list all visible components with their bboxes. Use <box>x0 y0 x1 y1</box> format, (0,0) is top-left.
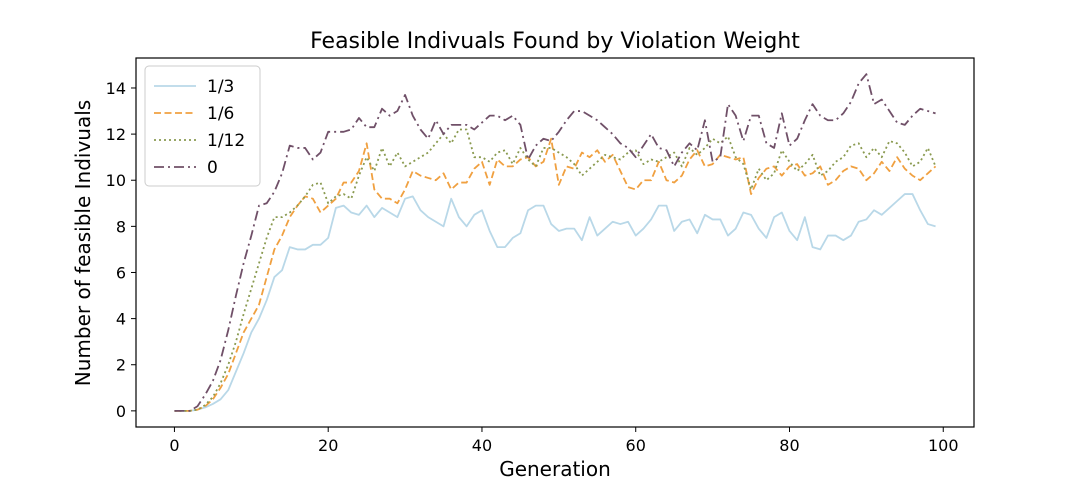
x-tick-label: 20 <box>318 436 338 455</box>
series-line-1-12 <box>174 128 937 412</box>
legend-items: 1/3 1/6 1/12 0 <box>154 77 245 178</box>
y-tick-label: 14 <box>106 79 126 98</box>
y-tick-label: 10 <box>106 171 126 190</box>
x-tick-label: 80 <box>779 436 799 455</box>
legend-label: 1/3 <box>207 77 234 97</box>
y-tick-label: 12 <box>106 125 126 144</box>
y-axis-ticks: 0 2 4 6 8 10 12 14 <box>106 79 136 421</box>
series-line-1-3 <box>174 193 936 412</box>
y-tick-label: 8 <box>116 217 126 236</box>
legend-label: 1/12 <box>207 131 245 151</box>
series-line-1-6 <box>174 137 937 412</box>
x-tick-label: 60 <box>626 436 646 455</box>
x-tick-label: 0 <box>169 436 179 455</box>
x-axis-ticks: 0 20 40 60 80 100 <box>169 427 959 455</box>
y-tick-label: 2 <box>116 356 126 375</box>
legend-box <box>144 65 261 187</box>
chart-title: Feasible Indivuals Found by Violation We… <box>310 29 800 54</box>
series-line-0 <box>174 73 936 412</box>
y-tick-label: 0 <box>116 402 126 421</box>
plot-frame <box>135 57 975 428</box>
y-tick-label: 6 <box>116 263 126 282</box>
x-tick-label: 100 <box>928 436 959 455</box>
x-tick-label: 40 <box>472 436 492 455</box>
legend-label: 1/6 <box>207 104 234 124</box>
series-layer <box>174 73 937 412</box>
y-axis-label: Number of feasible Indivuals <box>71 100 95 386</box>
x-axis-label: Generation <box>499 457 611 480</box>
legend-label: 0 <box>207 158 218 178</box>
legend: 1/3 1/6 1/12 0 <box>144 65 261 187</box>
y-tick-label: 4 <box>116 310 126 329</box>
